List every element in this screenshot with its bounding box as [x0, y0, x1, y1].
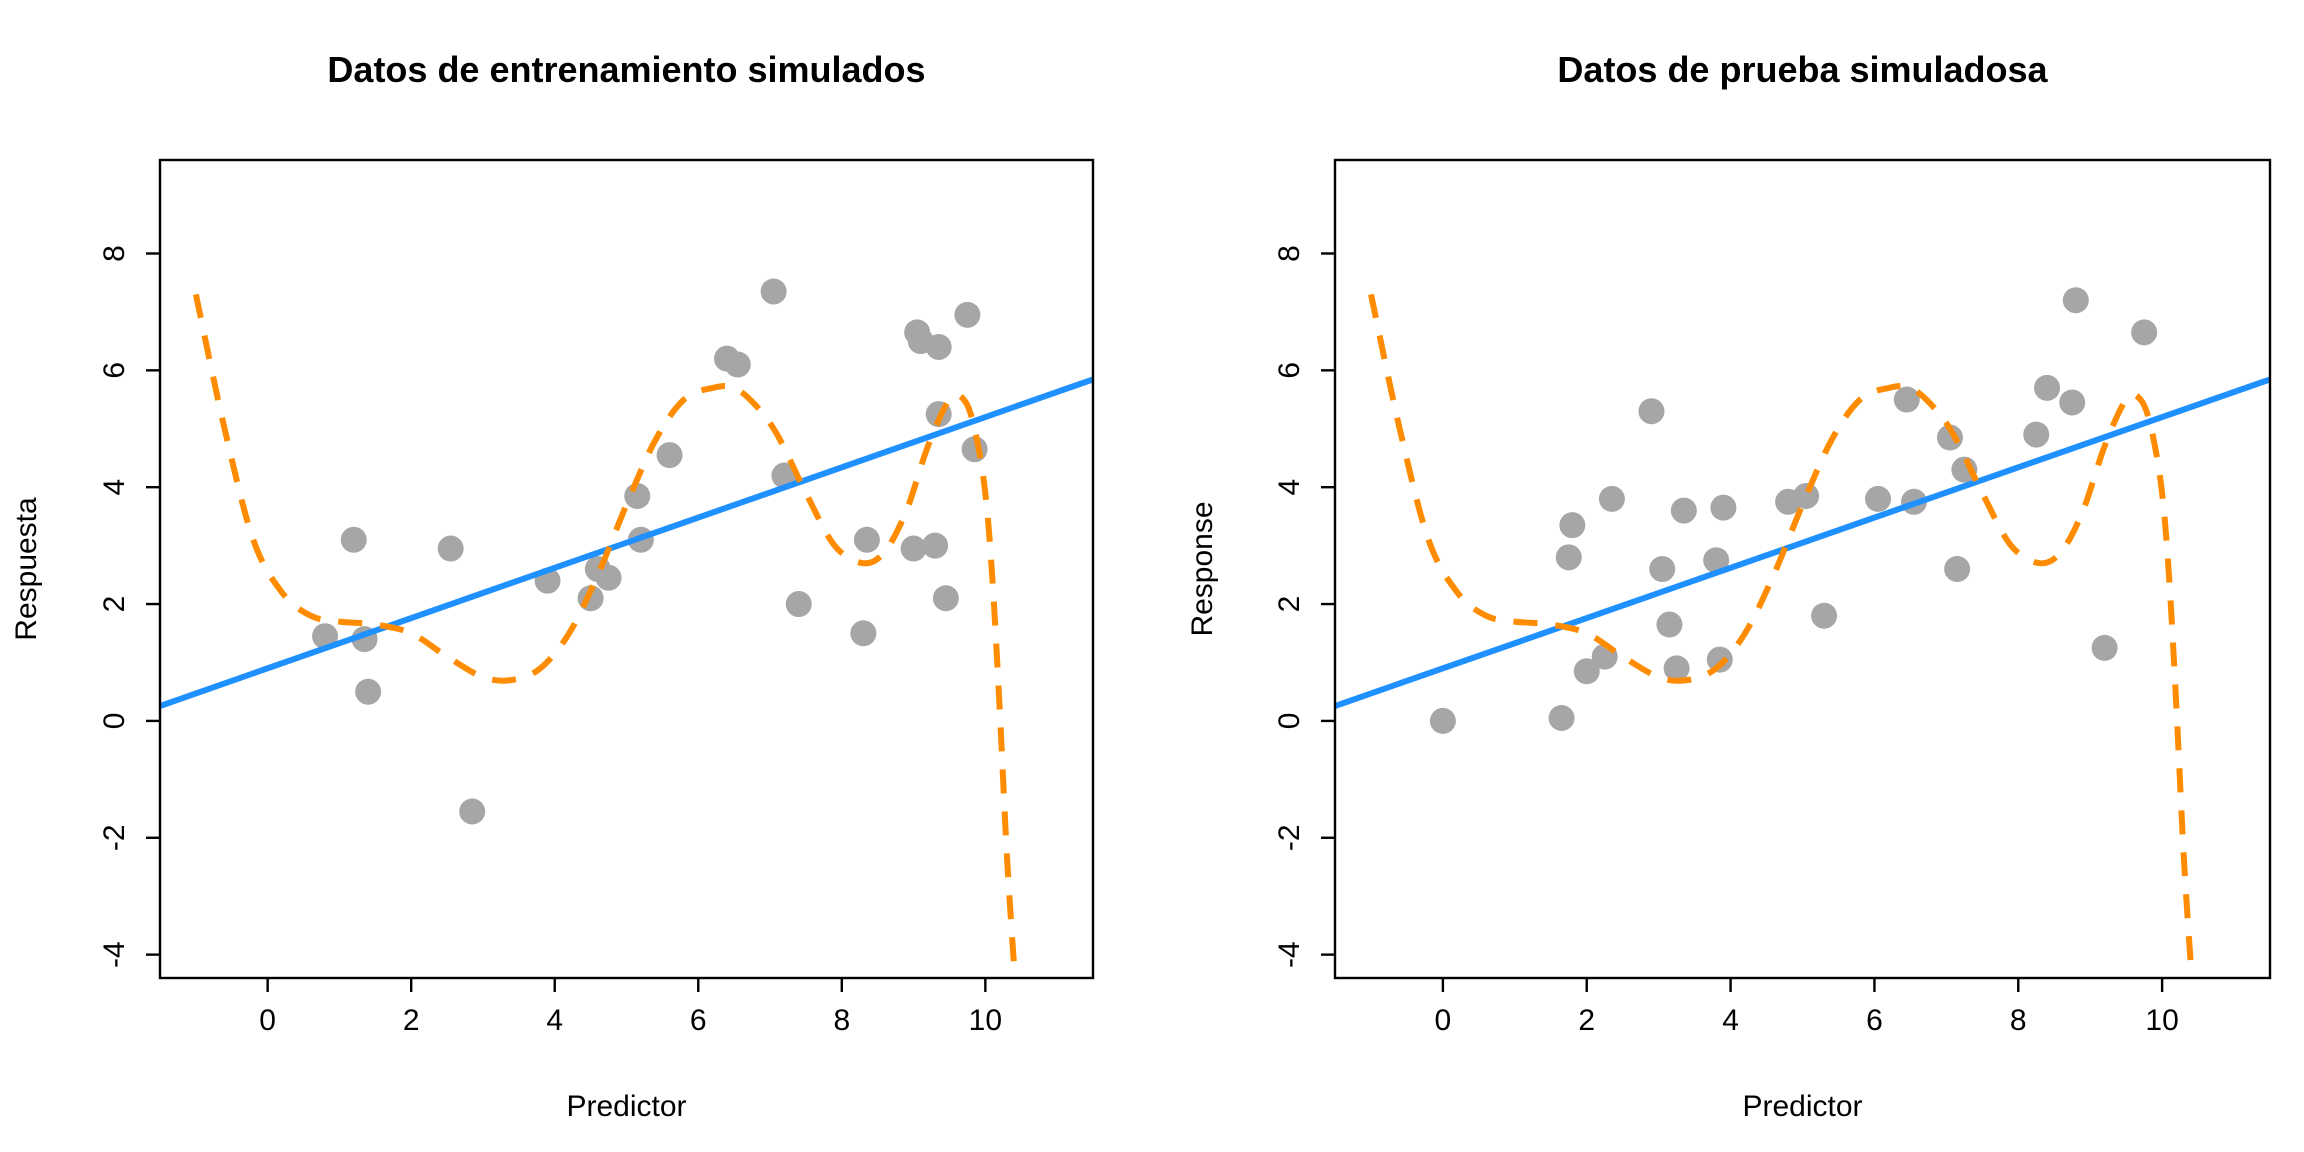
data-point: [2131, 319, 2158, 346]
linear-fit-line: [1335, 376, 2270, 710]
x-tick-label: 10: [969, 1004, 1002, 1037]
y-tick-label: 6: [98, 362, 131, 379]
data-point: [2023, 421, 2050, 448]
x-tick-label: 4: [1722, 1004, 1739, 1037]
data-point: [925, 333, 952, 360]
data-point: [1429, 707, 1456, 734]
test-panel: Datos de prueba simuladosa Predictor Respo…: [1186, 49, 2272, 1123]
data-points: [1429, 287, 2158, 734]
data-point: [1649, 556, 1676, 582]
data-point: [853, 526, 880, 553]
flexible-fit-curve: [192, 293, 1018, 967]
y-tick-label: -2: [98, 824, 131, 851]
data-point: [1598, 485, 1625, 512]
y-axis: -4 -2 0 2 4 6 8: [98, 245, 160, 968]
x-tick-label: 6: [690, 1004, 707, 1037]
data-point: [437, 535, 464, 562]
data-point: [1893, 386, 1920, 413]
plot-area: [160, 278, 1093, 967]
x-tick-label: 8: [833, 1004, 850, 1037]
chart-title: Datos de entrenamiento simulados: [327, 49, 925, 90]
data-point: [760, 278, 787, 305]
data-point: [1865, 485, 1892, 512]
data-point: [2034, 374, 2061, 401]
y-tick-label: 6: [1273, 362, 1306, 379]
data-point: [1710, 494, 1737, 521]
data-point: [1573, 658, 1600, 685]
y-tick-label: 2: [1273, 596, 1306, 613]
data-point: [1811, 602, 1838, 629]
flexible-fit-curve: [1368, 293, 2194, 967]
data-point: [1706, 646, 1733, 673]
x-tick-label: 8: [2010, 1004, 2027, 1037]
y-tick-label: -4: [1273, 941, 1306, 968]
x-tick-label: 0: [259, 1004, 276, 1037]
linear-fit-line: [160, 376, 1093, 710]
x-tick-label: 2: [403, 1004, 420, 1037]
data-point: [785, 591, 812, 618]
data-point: [932, 585, 959, 612]
plot-frame: [1333, 158, 2272, 980]
data-point: [459, 798, 486, 825]
y-axis: -4 -2 0 2 4 6 8: [1273, 245, 1335, 968]
data-point: [1703, 547, 1730, 574]
data-point: [2062, 287, 2089, 314]
chart-title: Datos de prueba simuladosa: [1557, 49, 2048, 90]
y-tick-label: -2: [1273, 824, 1306, 851]
y-tick-label: 0: [98, 713, 131, 730]
data-point: [850, 620, 877, 647]
data-point: [656, 442, 683, 469]
x-tick-label: 4: [546, 1004, 563, 1037]
data-point: [1555, 544, 1582, 571]
x-axis-label: Predictor: [1742, 1090, 1862, 1123]
y-tick-label: 4: [1273, 479, 1306, 496]
data-point: [1656, 611, 1683, 638]
data-point: [1793, 482, 1820, 509]
y-axis-label: Response: [1186, 501, 1219, 636]
data-point: [340, 526, 367, 553]
data-point: [2059, 389, 2086, 416]
x-tick-label: 10: [2145, 1004, 2178, 1037]
data-point: [1559, 512, 1586, 539]
x-tick-label: 0: [1435, 1004, 1452, 1037]
x-axis: 0 2 4 6 8 10: [259, 978, 1002, 1037]
y-tick-label: 0: [1273, 713, 1306, 730]
data-points: [312, 278, 988, 825]
data-point: [1638, 398, 1665, 425]
x-axis-label: Predictor: [566, 1090, 686, 1123]
data-point: [355, 678, 382, 705]
data-point: [954, 301, 981, 328]
data-point: [312, 623, 339, 650]
x-tick-label: 6: [1866, 1004, 1883, 1037]
x-axis: 0 2 4 6 8 10: [1435, 978, 2179, 1037]
data-point: [595, 564, 622, 591]
data-point: [1944, 556, 1971, 582]
data-point: [724, 351, 751, 378]
plot-area: [1335, 287, 2270, 967]
data-point: [1548, 704, 1575, 731]
data-point: [922, 532, 949, 559]
data-point: [1936, 424, 1963, 451]
training-panel: Datos de entrenamiento simulados Predicto…: [10, 49, 1095, 1123]
y-tick-label: 8: [98, 245, 131, 262]
data-point: [900, 535, 927, 562]
y-tick-label: 4: [98, 479, 131, 496]
data-point: [1663, 655, 1690, 682]
x-tick-label: 2: [1578, 1004, 1595, 1037]
y-tick-label: 2: [98, 596, 131, 613]
data-point: [2091, 634, 2118, 661]
data-point: [1670, 497, 1697, 524]
y-axis-label: Respuesta: [10, 497, 43, 641]
y-tick-label: 8: [1273, 245, 1306, 262]
plot-frame: [158, 158, 1095, 980]
y-tick-label: -4: [98, 941, 131, 968]
